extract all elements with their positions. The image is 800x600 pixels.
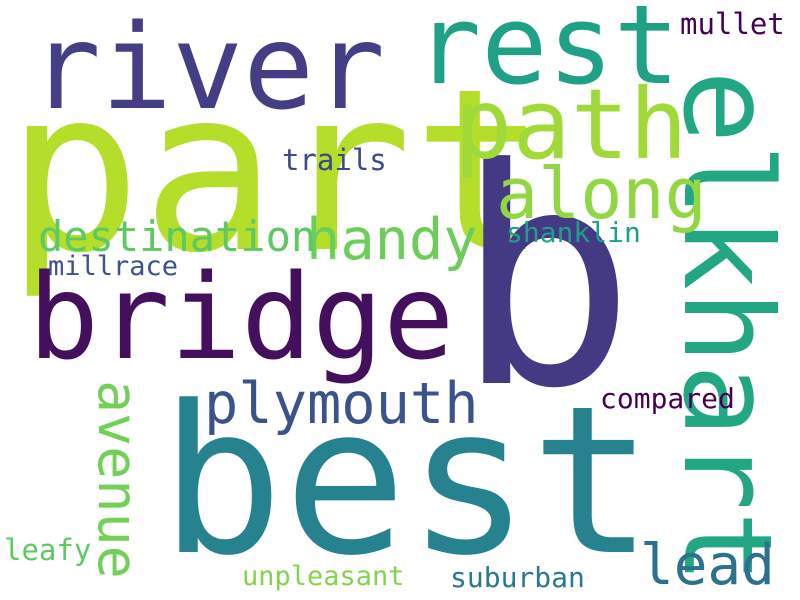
word-lead: lead xyxy=(640,533,775,598)
word-b: b xyxy=(455,105,636,454)
word-part: part xyxy=(6,41,548,303)
word-elkhart: elkhart xyxy=(656,70,798,585)
word-river: river xyxy=(30,0,386,136)
word-destination: destination xyxy=(38,212,317,261)
word-unpleasant: unpleasant xyxy=(242,561,405,592)
word-leafy: leafy xyxy=(4,533,92,567)
word-rest: rest xyxy=(415,0,680,109)
word-compared: compared xyxy=(600,382,735,415)
word-shanklin: shanklin xyxy=(506,216,641,249)
word-best: best xyxy=(160,363,654,600)
word-avenue: avenue xyxy=(86,380,150,579)
word-plymouth: plymouth xyxy=(204,371,479,437)
word-bridge: bridge xyxy=(28,248,455,386)
word-suburban: suburban xyxy=(450,561,585,594)
word-handy: handy xyxy=(306,207,478,273)
word-path: path xyxy=(454,68,688,181)
word-mullet: mullet xyxy=(680,7,785,41)
word-millrace: millrace xyxy=(48,251,179,282)
word-trails: trails xyxy=(282,143,387,177)
word-along: along xyxy=(496,153,707,235)
